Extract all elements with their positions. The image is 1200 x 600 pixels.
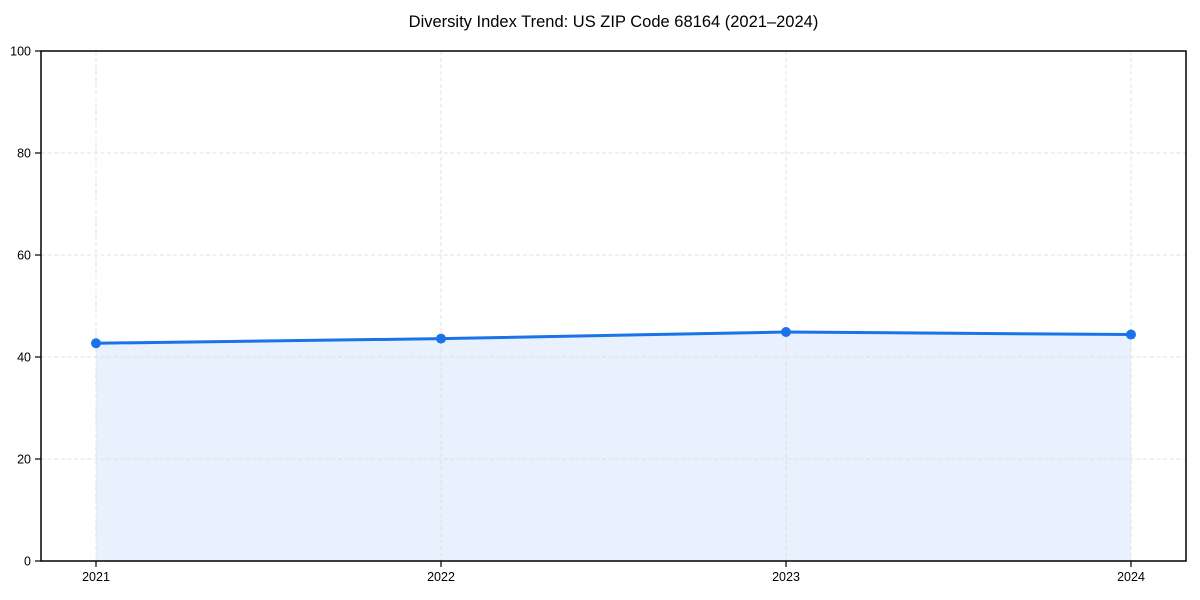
data-point xyxy=(781,327,791,338)
y-tick-label: 60 xyxy=(17,249,31,263)
plot-border xyxy=(40,50,1187,562)
data-point xyxy=(436,333,446,344)
x-tick-label: 2022 xyxy=(427,570,455,584)
data-point xyxy=(1126,329,1136,340)
x-tick-label: 2024 xyxy=(1117,570,1145,584)
data-point xyxy=(91,338,101,349)
trend-line xyxy=(94,330,1133,345)
area-fill xyxy=(96,332,1131,561)
x-tick-label: 2023 xyxy=(772,570,800,584)
y-tick-label: 80 xyxy=(17,147,31,161)
y-tick-label: 0 xyxy=(24,555,31,569)
y-tick-label: 20 xyxy=(17,453,31,467)
y-tick-label: 100 xyxy=(10,45,31,59)
chart-title: Diversity Index Trend: US ZIP Code 68164… xyxy=(408,13,819,31)
x-tick-label: 2021 xyxy=(82,570,110,584)
y-tick-label: 40 xyxy=(17,351,31,365)
